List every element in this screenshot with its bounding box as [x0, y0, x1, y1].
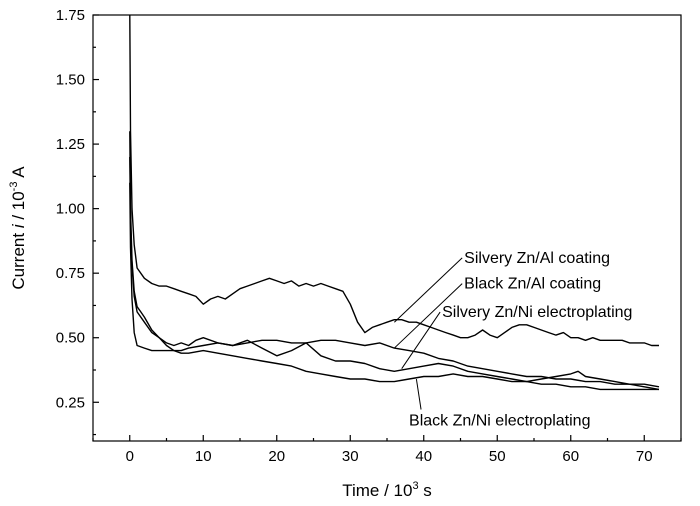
series-line-0 — [129, 14, 659, 347]
x-tick-label: 0 — [126, 448, 134, 465]
axis-tick-labels: 0 10 20 30 40 50 60 70 0.25 0.50 0.75 1.00 1.25 1.50 1… — [56, 7, 653, 465]
annotation-label: Silvery Zn/Al coating — [464, 250, 610, 267]
annotation-pointer — [394, 283, 463, 349]
annotation-label: Black Zn/Al coating — [464, 276, 601, 293]
series-line-2 — [129, 156, 660, 391]
y-tick-label: 0.50 — [56, 330, 85, 347]
annotation-label: Black Zn/Ni electroplating — [409, 413, 590, 430]
x-tick-label: 60 — [562, 448, 579, 465]
x-tick-label: 50 — [489, 448, 506, 465]
x-tick-label: 10 — [195, 448, 212, 465]
y-tick-label: 1.25 — [56, 136, 85, 153]
y-tick-label: 0.25 — [56, 394, 85, 411]
x-axis-title: Time / 103 s — [342, 480, 432, 500]
annotation-pointer — [394, 257, 463, 323]
annotation-pointer — [401, 311, 441, 369]
annotation-pointer — [415, 378, 422, 410]
y-axis-title: Current i / 10-3 A — [8, 166, 28, 290]
x-tick-label: 40 — [415, 448, 432, 465]
x-tick-label: 20 — [268, 448, 285, 465]
y-tick-label: 1.00 — [56, 201, 85, 218]
series-line-3 — [129, 182, 659, 391]
x-tick-label: 30 — [342, 448, 359, 465]
series-group — [129, 14, 660, 391]
x-tick-label: 70 — [636, 448, 653, 465]
axis-ticks — [92, 14, 682, 441]
annotation-label: Silvery Zn/Ni electroplating — [442, 304, 632, 321]
y-tick-label: 0.75 — [56, 265, 85, 282]
y-tick-label: 1.50 — [56, 72, 85, 89]
annotations-group: Silvery Zn/Al coating Black Zn/Al coating… — [394, 250, 632, 430]
y-tick-label: 1.75 — [56, 7, 85, 24]
